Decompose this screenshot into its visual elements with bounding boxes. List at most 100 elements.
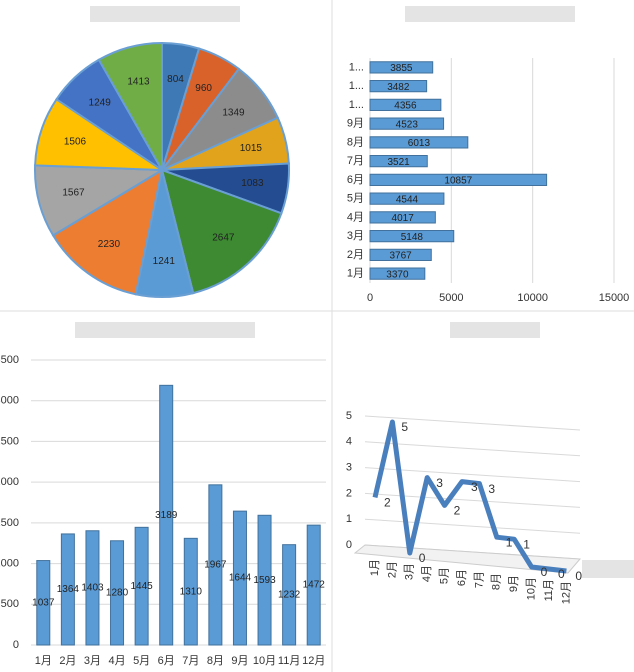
bar (369, 267, 426, 280)
x-tick-label: 3月 (404, 563, 416, 580)
grid-line (364, 415, 581, 431)
data-label: 4356 (394, 101, 417, 112)
y-tick-label: 9月 (347, 118, 364, 130)
data-label: 1644 (229, 573, 252, 584)
data-label: 3 (488, 482, 495, 496)
grid-line (364, 518, 581, 534)
bar (159, 384, 174, 646)
x-tick-label: 7月 (182, 655, 199, 667)
data-label: 3189 (155, 510, 178, 521)
bar (60, 533, 75, 646)
blurred-title (75, 322, 255, 338)
data-label: 3521 (388, 157, 411, 168)
grid-line (364, 441, 581, 457)
bar (306, 524, 321, 646)
y-tick-label: 3月 (347, 230, 364, 242)
y-tick-label: 1500 (0, 517, 19, 529)
data-label: 5148 (401, 232, 424, 243)
x-tick-label: 6月 (456, 569, 468, 586)
data-label: 1 (523, 537, 530, 551)
data-label: 1037 (32, 597, 55, 608)
x-tick-label: 5月 (133, 655, 150, 667)
data-label: 1567 (62, 187, 85, 198)
x-tick-label: 12月 (302, 655, 325, 667)
y-tick-label: 500 (1, 598, 19, 610)
data-label: 2230 (98, 239, 121, 250)
data-label: 2 (384, 496, 391, 510)
data-label: 1083 (241, 178, 264, 189)
data-label: 1249 (89, 98, 112, 109)
y-tick-label: 1... (349, 61, 364, 73)
bar (369, 80, 428, 93)
x-tick-label: 6月 (158, 655, 175, 667)
y-tick-label: 1... (349, 99, 364, 111)
grid-line (364, 492, 581, 508)
y-tick-label: 6月 (347, 174, 364, 186)
data-label: 1403 (81, 583, 104, 594)
data-label: 6013 (408, 138, 431, 149)
blurred-title (90, 6, 240, 22)
bar (85, 530, 100, 646)
bar (183, 537, 198, 646)
y-tick-label: 2月 (347, 249, 364, 261)
x-tick-label: 9月 (231, 655, 248, 667)
y-tick-label: 2500 (0, 435, 19, 447)
pie-slice (97, 41, 163, 174)
y-tick-label: 0 (13, 639, 19, 651)
x-tick-label: 5000 (439, 292, 463, 304)
bar (208, 484, 223, 646)
blurred-title (450, 322, 540, 338)
y-tick-label: 1... (349, 80, 364, 92)
y-tick-label: 3000 (0, 395, 19, 407)
x-tick-label: 11月 (543, 579, 555, 601)
x-tick-label: 3月 (84, 655, 101, 667)
data-label: 3855 (390, 63, 413, 74)
data-label: 1472 (303, 580, 326, 591)
bar (134, 526, 149, 646)
y-tick-label: 3 (346, 462, 352, 474)
y-tick-label: 5 (346, 410, 352, 422)
bar (232, 510, 247, 646)
bar (369, 61, 434, 74)
data-label: 1310 (180, 586, 203, 597)
pie-slice (51, 167, 164, 296)
data-label: 804 (167, 74, 184, 85)
y-tick-label: 1000 (0, 557, 19, 569)
data-label: 10857 (444, 176, 472, 187)
data-label: 1 (506, 535, 513, 549)
data-label: 3370 (386, 269, 409, 280)
bar (369, 248, 432, 261)
y-tick-label: 2 (346, 487, 352, 499)
x-tick-label: 4月 (108, 655, 125, 667)
data-label: 0 (558, 567, 565, 581)
x-tick-label: 5月 (439, 567, 451, 584)
data-label: 1241 (153, 256, 176, 267)
data-label: 3 (436, 476, 443, 490)
y-tick-label: 5月 (347, 193, 364, 205)
bar (369, 173, 548, 186)
x-tick-label: 0 (367, 292, 373, 304)
x-tick-label: 8月 (491, 573, 503, 590)
data-label: 3767 (390, 251, 413, 262)
bar (369, 211, 436, 224)
data-label: 1593 (253, 575, 276, 586)
x-tick-label: 10月 (253, 655, 276, 667)
line (372, 419, 567, 574)
y-tick-label: 1月 (347, 268, 364, 280)
bar (369, 192, 445, 205)
x-tick-label: 2月 (386, 561, 398, 578)
y-tick-label: 8月 (347, 136, 364, 148)
data-label: 4523 (396, 119, 419, 130)
data-label: 0 (541, 565, 548, 579)
bar (369, 117, 445, 130)
data-label: 0 (575, 569, 582, 583)
y-tick-label: 3500 (0, 354, 19, 366)
x-tick-label: 1月 (35, 655, 52, 667)
y-tick-label: 0 (346, 539, 352, 551)
y-tick-label: 7月 (347, 155, 364, 167)
bar (369, 136, 469, 149)
x-tick-label: 11月 (278, 655, 300, 667)
x-tick-label: 12月 (560, 581, 572, 604)
x-tick-label: 2月 (59, 655, 76, 667)
